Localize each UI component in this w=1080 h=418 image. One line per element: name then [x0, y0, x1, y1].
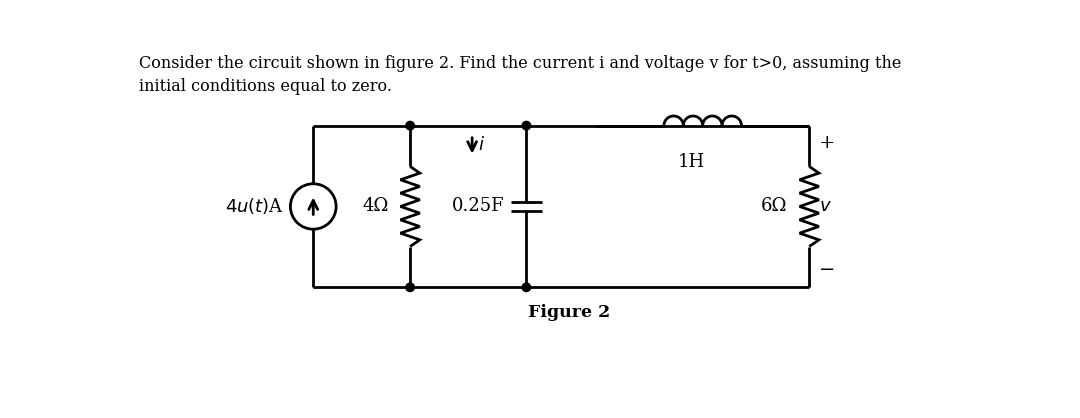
Text: −: − [819, 261, 835, 279]
Text: 4Ω: 4Ω [362, 197, 389, 215]
Text: $v$: $v$ [819, 197, 832, 215]
Circle shape [406, 121, 415, 130]
Text: Figure 2: Figure 2 [528, 304, 610, 321]
Text: initial conditions equal to zero.: initial conditions equal to zero. [139, 78, 392, 95]
Circle shape [406, 283, 415, 292]
Text: 0.25F: 0.25F [453, 197, 504, 215]
Text: $4u(t)$A: $4u(t)$A [225, 196, 284, 217]
Text: 1H: 1H [677, 153, 704, 171]
Circle shape [522, 283, 530, 292]
Text: Consider the circuit shown in figure 2. Find the current i and voltage v for t>0: Consider the circuit shown in figure 2. … [139, 55, 901, 72]
Text: $i$: $i$ [478, 136, 485, 154]
Text: +: + [819, 134, 835, 152]
Text: 6Ω: 6Ω [761, 197, 787, 215]
Circle shape [522, 121, 530, 130]
